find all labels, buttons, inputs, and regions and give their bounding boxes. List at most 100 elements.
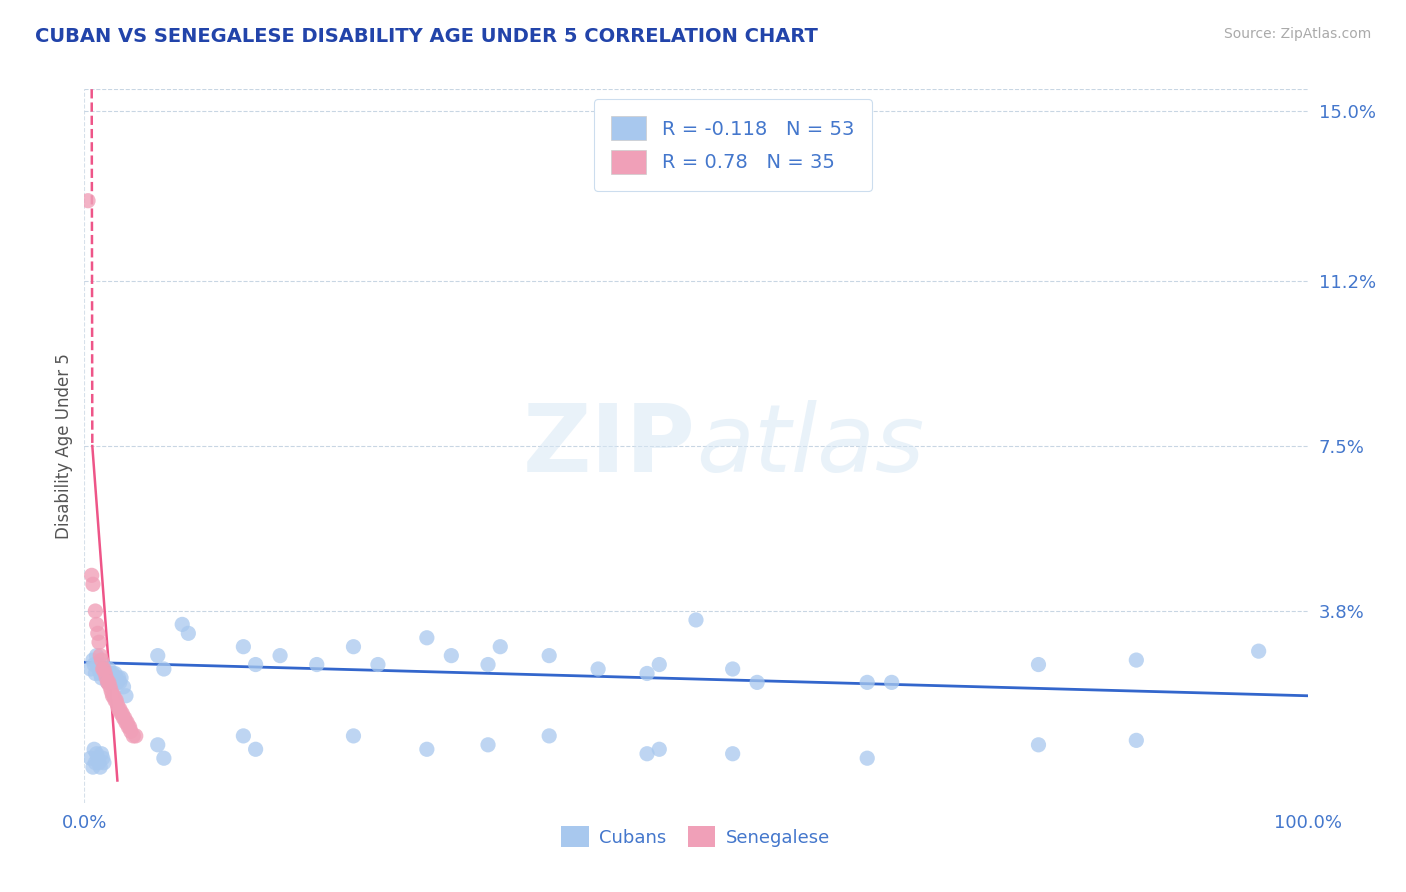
Text: ZIP: ZIP: [523, 400, 696, 492]
Point: [104, 693, 127, 707]
Point: [1028, 657, 1050, 672]
Text: atlas: atlas: [696, 401, 924, 491]
Point: [112, 680, 135, 694]
Point: [120, 724, 142, 739]
Point: [107, 702, 129, 716]
Point: [82, 760, 104, 774]
Point: [125, 729, 148, 743]
Point: [105, 693, 128, 707]
Point: [93, 662, 115, 676]
Point: [111, 706, 134, 721]
Point: [586, 662, 609, 676]
Point: [489, 640, 512, 654]
Legend: Cubans, Senegalese: Cubans, Senegalese: [554, 819, 838, 855]
Point: [153, 751, 176, 765]
Point: [153, 662, 176, 676]
Point: [100, 671, 122, 685]
Point: [98, 680, 121, 694]
Point: [110, 671, 132, 685]
Point: [97, 675, 120, 690]
Point: [80, 568, 103, 582]
Point: [108, 675, 131, 690]
Point: [1125, 653, 1147, 667]
Text: CUBAN VS SENEGALESE DISABILITY AGE UNDER 5 CORRELATION CHART: CUBAN VS SENEGALESE DISABILITY AGE UNDER…: [35, 27, 818, 45]
Point: [146, 738, 169, 752]
Point: [97, 675, 120, 690]
Point: [721, 747, 744, 761]
Point: [115, 689, 138, 703]
Point: [87, 756, 110, 770]
Point: [87, 657, 110, 672]
Point: [82, 653, 104, 667]
Point: [82, 577, 104, 591]
Point: [856, 675, 879, 690]
Text: Source: ZipAtlas.com: Source: ZipAtlas.com: [1223, 27, 1371, 41]
Point: [90, 653, 112, 667]
Point: [91, 657, 114, 672]
Point: [856, 751, 879, 765]
Point: [721, 662, 744, 676]
Point: [83, 657, 105, 672]
Point: [86, 617, 108, 632]
Point: [93, 662, 115, 676]
Point: [87, 635, 110, 649]
Point: [177, 626, 200, 640]
Point: [172, 617, 194, 632]
Point: [232, 640, 254, 654]
Point: [83, 742, 105, 756]
Point: [747, 675, 769, 690]
Point: [94, 666, 117, 681]
Point: [96, 671, 118, 685]
Point: [880, 675, 903, 690]
Point: [416, 631, 439, 645]
Point: [87, 751, 110, 765]
Point: [101, 689, 124, 703]
Point: [86, 747, 108, 761]
Point: [342, 640, 364, 654]
Point: [90, 671, 112, 685]
Point: [79, 662, 101, 676]
Point: [108, 702, 131, 716]
Point: [269, 648, 291, 663]
Point: [367, 657, 389, 672]
Point: [90, 747, 112, 761]
Point: [117, 720, 139, 734]
Point: [114, 711, 136, 725]
Point: [86, 648, 108, 663]
Point: [648, 657, 671, 672]
Point: [342, 729, 364, 743]
Point: [93, 756, 115, 770]
Point: [89, 666, 111, 681]
Point: [477, 657, 499, 672]
Point: [477, 738, 499, 752]
Point: [112, 711, 135, 725]
Point: [648, 742, 671, 756]
Point: [115, 715, 138, 730]
Y-axis label: Disability Age Under 5: Disability Age Under 5: [55, 353, 73, 539]
Point: [94, 666, 117, 681]
Point: [685, 613, 707, 627]
Point: [538, 729, 561, 743]
Point: [1028, 738, 1050, 752]
Point: [103, 689, 125, 703]
Point: [636, 747, 658, 761]
Point: [105, 671, 128, 685]
Point: [245, 742, 267, 756]
Point: [103, 675, 125, 690]
Point: [89, 760, 111, 774]
Point: [440, 648, 463, 663]
Point: [115, 715, 138, 730]
Point: [104, 666, 127, 681]
Point: [87, 662, 110, 676]
Point: [84, 666, 107, 681]
Point: [98, 666, 121, 681]
Point: [110, 706, 132, 721]
Point: [1247, 644, 1270, 658]
Point: [84, 756, 107, 770]
Point: [305, 657, 328, 672]
Point: [87, 626, 110, 640]
Point: [97, 662, 120, 676]
Point: [101, 666, 124, 681]
Point: [122, 729, 145, 743]
Point: [79, 751, 101, 765]
